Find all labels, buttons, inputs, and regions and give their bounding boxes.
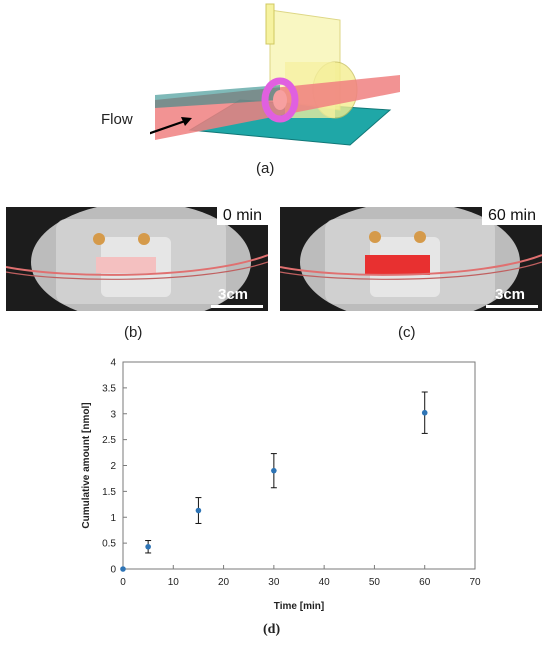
- data-point: [120, 566, 126, 572]
- photo-60min: 60 min 3cm: [280, 207, 542, 311]
- ring: [261, 77, 299, 123]
- x-axis-label: Time [min]: [274, 601, 324, 612]
- y-tick-label: 4: [110, 358, 116, 369]
- y-tick-label: 0.5: [102, 539, 116, 550]
- top-post: [265, 3, 275, 45]
- x-tick-label: 40: [319, 577, 331, 588]
- x-tick-label: 50: [369, 577, 381, 588]
- caption-c: (c): [398, 324, 416, 341]
- x-tick-label: 0: [120, 577, 126, 588]
- x-tick-label: 30: [268, 577, 280, 588]
- photo-0min: 0 min 3cm: [6, 207, 268, 311]
- time-label-60: 60 min: [481, 207, 542, 225]
- caption-a: (a): [256, 160, 275, 177]
- flow-label: Flow: [101, 111, 133, 128]
- y-tick-label: 1: [110, 513, 116, 524]
- data-point: [271, 467, 277, 474]
- caption-b: (b): [124, 324, 143, 341]
- plot-frame: [122, 361, 476, 570]
- y-tick-label: 2: [110, 461, 116, 472]
- data-point: [421, 409, 428, 416]
- x-tick-label: 10: [168, 577, 180, 588]
- y-tick-label: 0: [110, 565, 116, 576]
- y-tick-label: 3.5: [102, 383, 116, 394]
- x-tick-label: 60: [419, 577, 431, 588]
- y-tick-label: 3: [110, 409, 116, 420]
- scale-bar-b: [211, 305, 263, 308]
- time-label-0: 0 min: [216, 207, 268, 225]
- caption-d: (d): [263, 622, 281, 637]
- scale-bar-c: [486, 305, 538, 308]
- x-tick-label: 70: [469, 577, 481, 588]
- cumulative-amount-chart: 0 10 20 30 40 50 60 70 0 0.5 1 1.5 2 2.5 3 3.5 4 Time [mi…: [81, 358, 481, 613]
- flow-arrow: [150, 118, 189, 135]
- device-schematic: [150, 3, 400, 146]
- scale-label-c: 3cm: [495, 286, 526, 303]
- data-point: [195, 507, 202, 514]
- y-tick-label: 1.5: [102, 487, 116, 498]
- y-tick-label: 2.5: [102, 435, 116, 446]
- data-point: [145, 543, 151, 550]
- y-axis-label: Cumulative amount [nmol]: [81, 402, 92, 528]
- x-tick-label: 20: [218, 577, 230, 588]
- scale-label-b: 3cm: [218, 286, 249, 303]
